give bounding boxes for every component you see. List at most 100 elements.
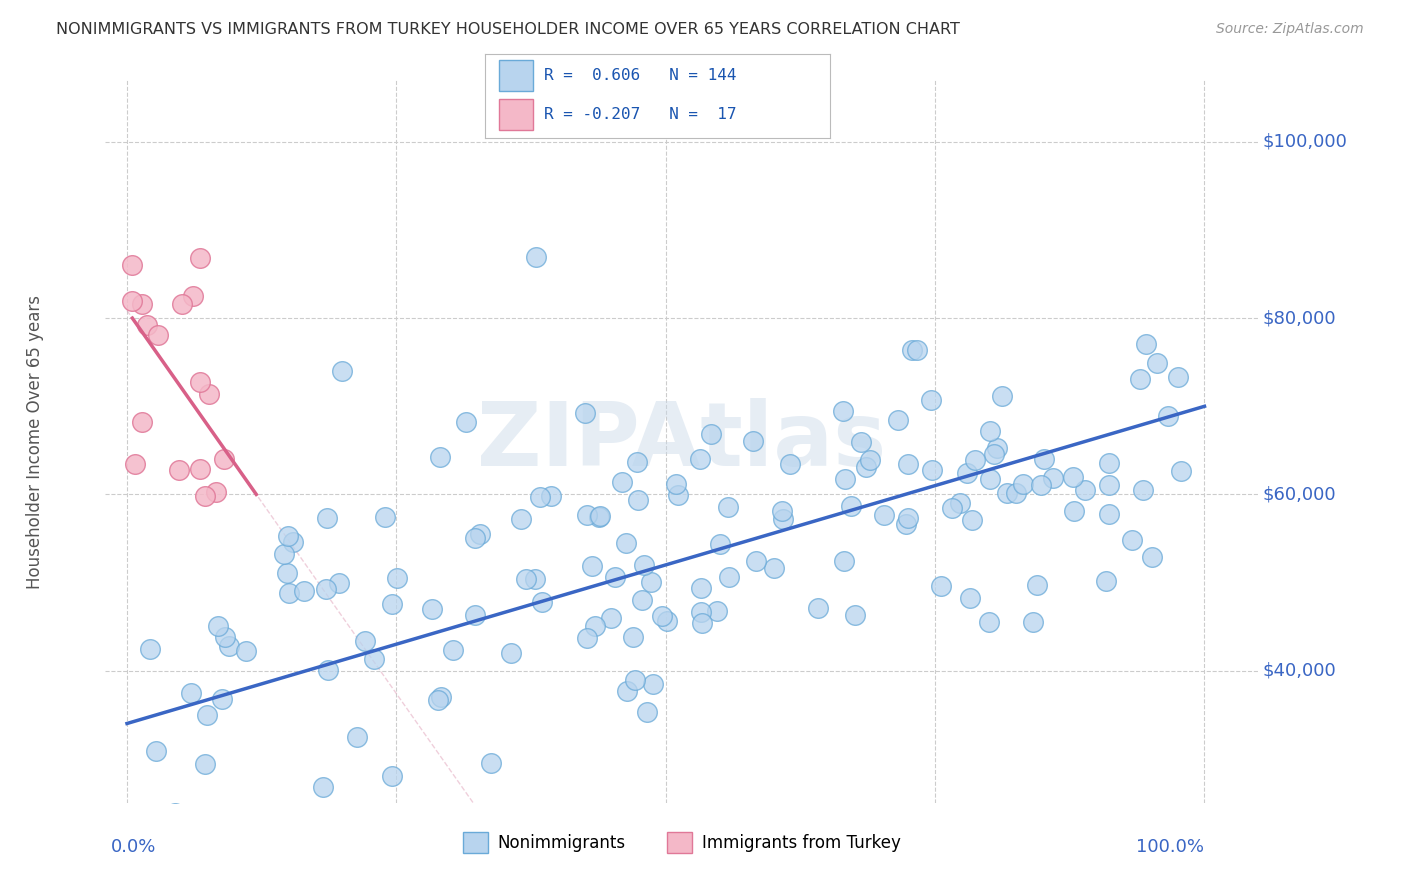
Point [626,455,648,469]
Point [886,413,908,427]
Point [188,251,211,265]
Text: $100,000: $100,000 [1263,133,1347,151]
Point [689,605,711,619]
Point [616,684,638,698]
Point [1012,476,1035,491]
Text: $60,000: $60,000 [1263,485,1336,503]
Point [834,472,856,486]
Point [214,631,236,645]
Point [907,343,929,357]
Point [124,457,146,471]
Text: $40,000: $40,000 [1263,662,1337,680]
Point [690,615,713,630]
Text: $80,000: $80,000 [1263,310,1336,327]
Point [131,296,153,310]
Point [188,375,211,389]
Point [575,631,598,645]
Point [851,435,873,450]
Point [742,434,765,448]
Point [1097,457,1119,471]
Point [651,608,673,623]
Point [929,578,952,592]
Point [464,531,486,545]
Point [979,615,1001,629]
Point [581,558,603,573]
Point [901,343,924,358]
Point [872,508,894,522]
Point [276,566,298,581]
Legend: Nonimmigrants, Immigrants from Turkey: Nonimmigrants, Immigrants from Turkey [456,826,908,860]
Point [218,639,240,653]
Point [180,686,202,700]
Point [610,475,633,490]
Point [381,769,404,783]
Point [205,484,228,499]
Point [706,604,728,618]
Point [770,504,793,518]
Point [1022,615,1045,629]
Point [963,453,986,467]
Point [315,582,337,597]
Point [1156,409,1178,424]
Point [779,457,801,471]
Point [479,756,502,770]
Point [135,318,157,332]
Point [717,500,740,514]
Point [194,757,217,772]
Point [1026,578,1049,592]
Point [1097,507,1119,521]
Point [1063,504,1085,518]
Point [211,692,233,706]
Point [427,693,450,707]
Point [1042,470,1064,484]
Point [921,463,943,477]
Point [700,427,723,442]
Point [501,647,523,661]
Point [990,389,1012,403]
Point [510,512,533,526]
Point [920,392,942,407]
Point [281,535,304,549]
Point [1094,574,1116,588]
Point [198,387,221,401]
Point [464,608,486,623]
Point [718,570,741,584]
Point [273,547,295,561]
Point [145,744,167,758]
Point [420,602,443,616]
Point [1132,483,1154,498]
Text: NONIMMIGRANTS VS IMMIGRANTS FROM TURKEY HOUSEHOLDER INCOME OVER 65 YEARS CORRELA: NONIMMIGRANTS VS IMMIGRANTS FROM TURKEY … [56,22,960,37]
Point [1031,477,1053,491]
Point [148,328,170,343]
Point [772,511,794,525]
Point [131,415,153,429]
Point [588,510,610,524]
Point [526,250,548,264]
Point [603,570,626,584]
Point [1135,336,1157,351]
Point [1121,533,1143,547]
Point [181,289,204,303]
Text: ZIPAtlas: ZIPAtlas [477,398,887,485]
Point [292,584,315,599]
Point [328,576,350,591]
Point [163,806,186,821]
Point [690,582,713,596]
Point [897,457,920,471]
Point [429,450,451,464]
Point [621,630,644,644]
Point [641,676,664,690]
Point [363,652,385,666]
Point [529,490,551,504]
Point [979,424,1001,438]
Point [441,643,464,657]
Point [195,707,218,722]
Point [332,364,354,378]
Text: R =  0.606   N = 144: R = 0.606 N = 144 [544,68,737,83]
Point [807,601,830,615]
Point [121,293,143,308]
Point [665,476,688,491]
Point [468,526,491,541]
Point [894,517,917,532]
Point [574,406,596,420]
